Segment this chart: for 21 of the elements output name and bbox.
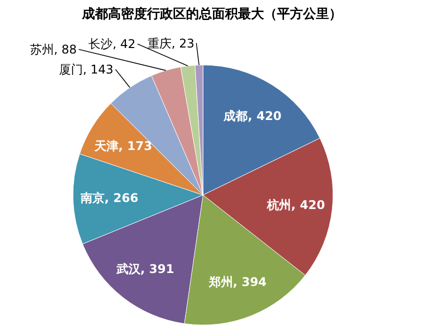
slice-label: 郑州 bbox=[208, 275, 233, 290]
slice-label: 成都 bbox=[222, 108, 248, 123]
data-label: , 420 bbox=[291, 198, 325, 212]
data-label: , 42 bbox=[112, 37, 136, 52]
data-label: , 23 bbox=[171, 36, 194, 50]
slice-label: 重庆 bbox=[147, 36, 172, 50]
data-label: , 266 bbox=[104, 191, 138, 206]
data-label: , 143 bbox=[82, 62, 114, 77]
slice-label: 厦门 bbox=[58, 62, 83, 77]
slice-label: 长沙 bbox=[88, 37, 113, 52]
slice-label: 天津 bbox=[93, 139, 118, 154]
slice-label: 南京 bbox=[80, 191, 105, 206]
data-label: , 173 bbox=[118, 139, 152, 154]
slice-label: 武汉 bbox=[115, 262, 142, 276]
data-label: , 391 bbox=[140, 262, 174, 276]
chart-title: 成都高密度行政区的总面积最大（平方公里） bbox=[81, 6, 342, 22]
data-label: , 394 bbox=[232, 275, 267, 290]
data-label: , 420 bbox=[248, 108, 282, 123]
data-label: , 88 bbox=[54, 42, 77, 57]
slice-label: 杭州 bbox=[266, 198, 292, 212]
slice-label: 苏州 bbox=[30, 42, 54, 57]
